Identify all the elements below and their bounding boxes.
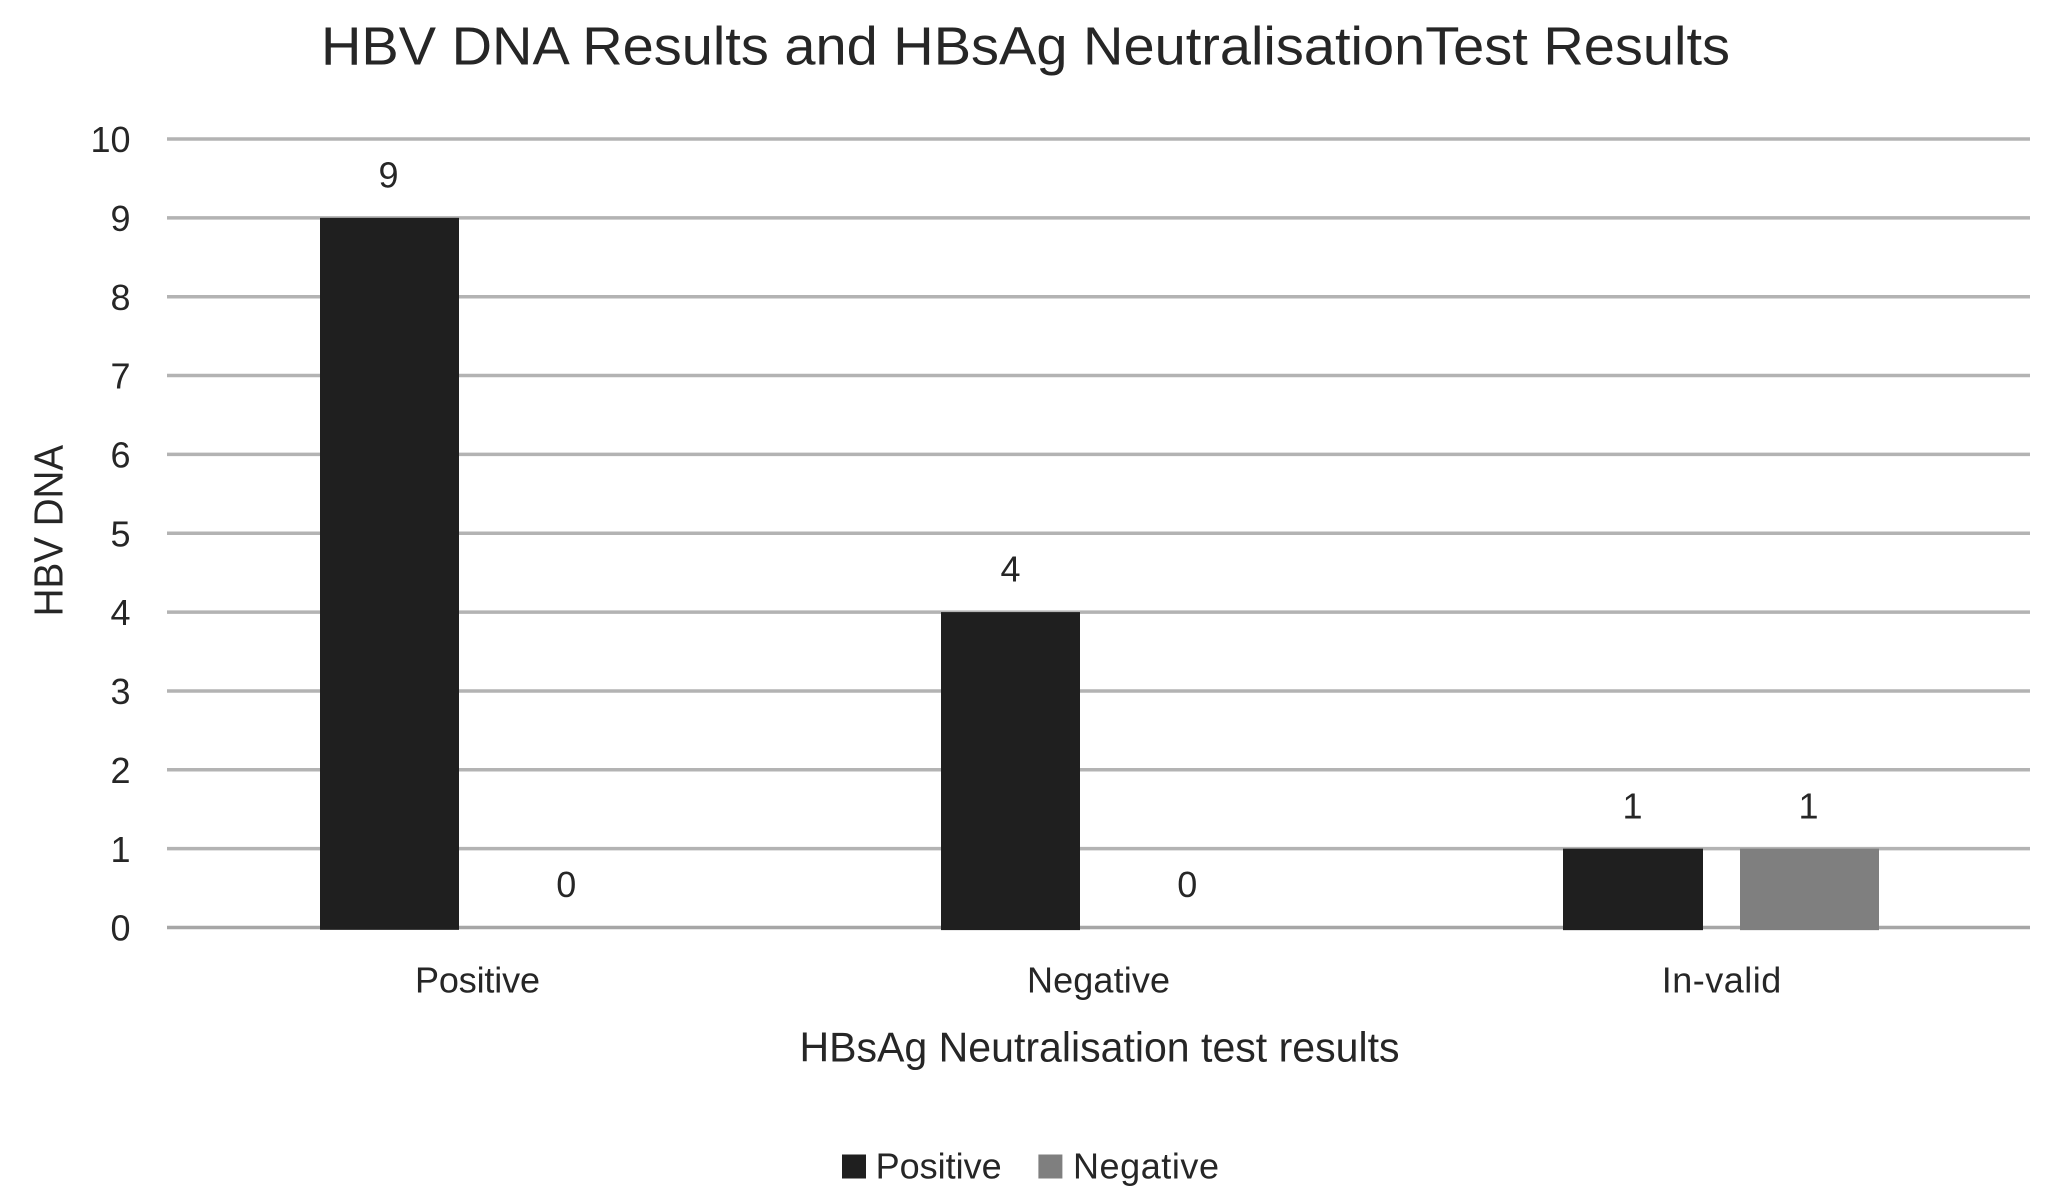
svg-text:4: 4	[1000, 549, 1020, 590]
svg-text:4: 4	[110, 592, 130, 633]
svg-text:Positive: Positive	[876, 1146, 1002, 1187]
svg-text:1: 1	[110, 829, 130, 870]
svg-text:3: 3	[110, 671, 130, 712]
svg-text:0: 0	[110, 908, 130, 949]
svg-text:10: 10	[90, 119, 130, 160]
svg-text:HBV DNA: HBV DNA	[26, 445, 72, 617]
svg-text:0: 0	[556, 864, 576, 905]
svg-text:1: 1	[1798, 785, 1818, 826]
svg-text:Positive: Positive	[415, 959, 540, 1000]
svg-text:Negative: Negative	[1027, 959, 1170, 1000]
svg-text:Negative: Negative	[1073, 1146, 1219, 1187]
svg-text:2: 2	[110, 750, 130, 791]
svg-text:HBsAg Neutralisation test resu: HBsAg Neutralisation test results	[800, 1024, 1400, 1071]
svg-text:7: 7	[110, 356, 130, 397]
svg-text:8: 8	[110, 277, 130, 318]
svg-text:5: 5	[110, 513, 130, 554]
svg-text:0: 0	[1177, 864, 1197, 905]
svg-text:9: 9	[110, 198, 130, 239]
svg-text:9: 9	[378, 155, 398, 196]
svg-text:In-valid: In-valid	[1662, 959, 1782, 1000]
svg-text:6: 6	[110, 435, 130, 476]
svg-text:1: 1	[1622, 785, 1642, 826]
svg-text:HBV DNA Results and HBsAg Neut: HBV DNA Results and HBsAg Neutralisation…	[321, 17, 1730, 77]
